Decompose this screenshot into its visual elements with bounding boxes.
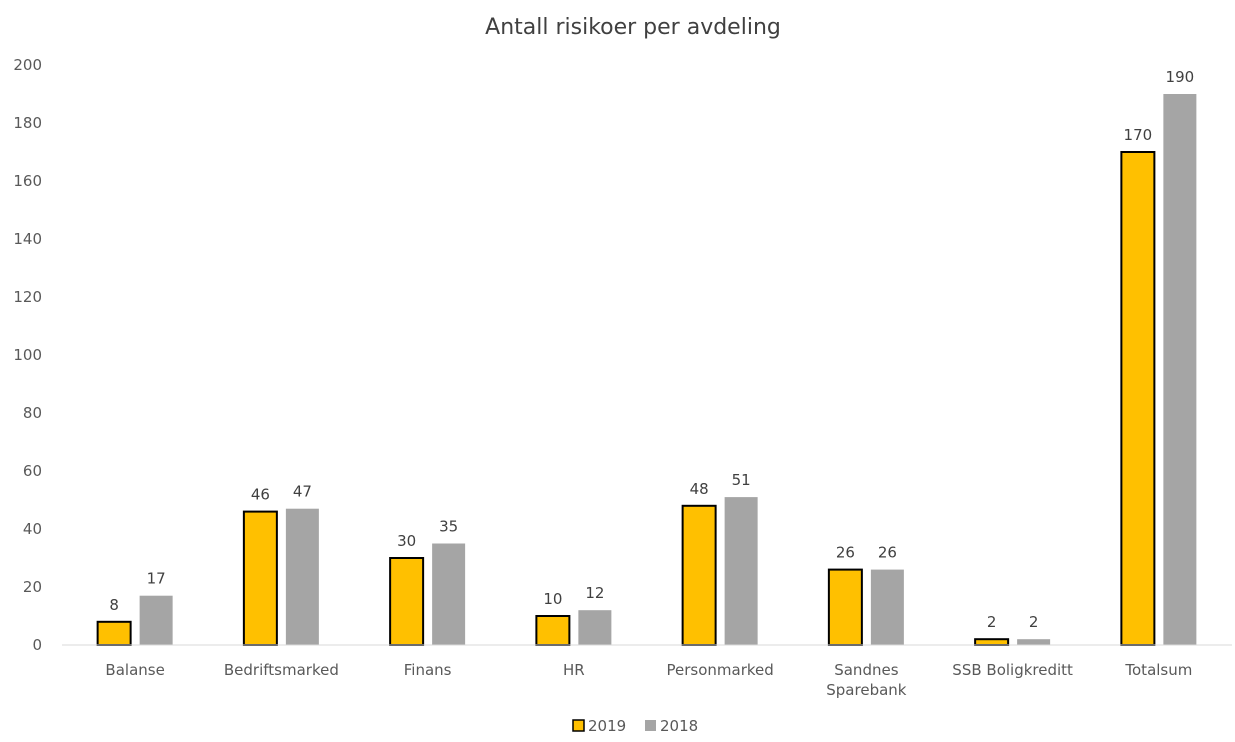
x-category-label: SSB Boligkreditt <box>952 661 1073 679</box>
legend-label: 2018 <box>660 717 698 735</box>
y-tick-label: 180 <box>13 114 42 132</box>
data-label: 12 <box>585 584 604 602</box>
x-axis: Balanse Bedriftsmarked Finans HR Personmarke… <box>62 644 1232 699</box>
data-label: 2 <box>1029 613 1039 631</box>
data-label: 8 <box>109 596 119 614</box>
data-label: 30 <box>397 532 416 550</box>
bar-2018-0 <box>139 595 173 645</box>
data-label: 47 <box>293 483 312 501</box>
bar-2018-6 <box>1017 639 1051 645</box>
y-tick-label: 20 <box>23 578 42 596</box>
legend-swatch-2018 <box>645 720 656 731</box>
data-label: 17 <box>147 570 166 588</box>
x-category-label: Personmarked <box>666 661 773 679</box>
data-label: 10 <box>543 590 562 608</box>
y-tick-label: 0 <box>32 636 42 654</box>
x-category-label: Finans <box>404 661 452 679</box>
legend-swatch-2019 <box>572 719 585 732</box>
bar-2019-0 <box>96 620 132 646</box>
data-labels: 8 17 46 47 30 35 10 12 48 51 26 26 2 2 170 190 <box>109 68 1194 631</box>
legend: 2019 2018 <box>572 717 698 735</box>
x-category-label: Bedriftsmarked <box>224 661 339 679</box>
bar-2019-6 <box>974 638 1010 647</box>
chart-title: Antall risikoer per avdeling <box>485 15 781 40</box>
data-label: 26 <box>836 544 855 562</box>
y-tick-label: 120 <box>13 288 42 306</box>
data-label: 26 <box>878 544 897 562</box>
bar-2018-5 <box>870 569 904 645</box>
data-label: 170 <box>1124 126 1153 144</box>
y-tick-label: 140 <box>13 230 42 248</box>
x-category-label: Sandnes <box>834 661 898 679</box>
bar-2018-7 <box>1163 94 1197 645</box>
data-label: 48 <box>690 480 709 498</box>
bar-2018-4 <box>724 497 758 645</box>
bar-2018-3 <box>578 610 612 645</box>
bar-2019-5 <box>827 568 863 646</box>
bar-2019-4 <box>681 504 717 646</box>
y-tick-label: 200 <box>13 56 42 74</box>
bar-2019-7 <box>1120 151 1156 646</box>
y-tick-label: 160 <box>13 172 42 190</box>
data-label: 2 <box>987 613 997 631</box>
bar-2019-3 <box>535 615 571 646</box>
bar-2018-1 <box>285 508 319 645</box>
y-tick-label: 100 <box>13 346 42 364</box>
bar-2018-2 <box>432 543 466 645</box>
data-label: 51 <box>732 471 751 489</box>
x-category-label: HR <box>563 661 585 679</box>
data-label: 46 <box>251 486 270 504</box>
bar-2019-1 <box>242 510 278 646</box>
y-tick-label: 80 <box>23 404 42 422</box>
y-tick-label: 40 <box>23 520 42 538</box>
y-tick-label: 60 <box>23 462 42 480</box>
bars <box>96 94 1197 647</box>
data-label: 35 <box>439 518 458 536</box>
legend-label: 2019 <box>588 717 626 735</box>
data-label: 190 <box>1166 68 1195 86</box>
y-axis: 0 20 40 60 80 100 120 140 160 180 200 <box>13 56 42 654</box>
x-category-label: Totalsum <box>1124 661 1192 679</box>
x-category-label: Sparebank <box>826 681 907 699</box>
x-category-label: Balanse <box>105 661 164 679</box>
bar-2019-2 <box>389 557 425 646</box>
